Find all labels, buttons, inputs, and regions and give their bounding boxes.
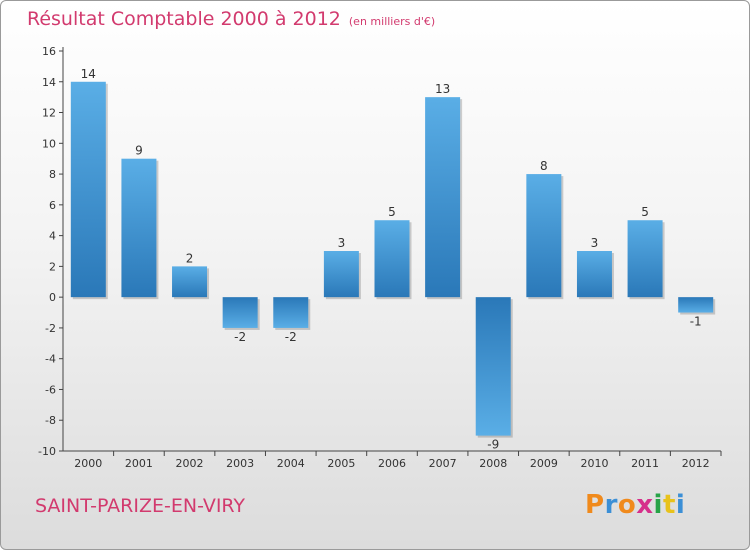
logo-letter: i (653, 490, 663, 520)
y-tick-label: 10 (42, 137, 56, 150)
y-tick-label: 8 (49, 168, 56, 181)
proxiti-logo: Proxiti (585, 490, 685, 520)
bar (425, 97, 461, 298)
bar-value-label: -2 (234, 330, 246, 344)
bar (576, 251, 612, 298)
bar-value-label: 14 (81, 67, 96, 81)
bar-value-label: -9 (487, 438, 499, 452)
bar (172, 266, 208, 298)
bar-value-label: 5 (388, 205, 396, 219)
x-tick-label: 2011 (631, 457, 659, 470)
y-tick-label: 14 (42, 76, 56, 89)
x-tick-label: 2005 (327, 457, 355, 470)
x-tick-label: 2001 (125, 457, 153, 470)
bar (475, 297, 511, 436)
bar (222, 297, 258, 328)
x-tick-label: 2002 (176, 457, 204, 470)
x-tick-label: 2007 (429, 457, 457, 470)
y-tick-label: 16 (42, 45, 56, 58)
bar-value-label: 13 (435, 82, 450, 96)
x-tick-label: 2000 (74, 457, 102, 470)
bar-value-label: 3 (338, 236, 346, 250)
logo-letter: o (617, 490, 637, 520)
logo-letter: i (675, 490, 686, 520)
logo-letter: t (662, 490, 676, 520)
bar-value-label: 5 (641, 205, 649, 219)
y-tick-label: -10 (38, 445, 56, 458)
bar-value-label: -2 (285, 330, 297, 344)
bar (526, 174, 562, 298)
y-tick-label: 6 (49, 199, 56, 212)
bar (627, 220, 663, 298)
x-tick-label: 2008 (479, 457, 507, 470)
bar-value-label: 8 (540, 159, 548, 173)
y-tick-label: 4 (49, 230, 56, 243)
y-tick-label: -4 (45, 353, 56, 366)
commune-name: SAINT-PARIZE-EN-VIRY (35, 495, 246, 517)
logo-letter: P (585, 490, 605, 520)
chart-subtitle: (en milliers d'€) (348, 15, 436, 28)
bar-value-label: 3 (591, 236, 599, 250)
bar-value-label: -1 (690, 315, 702, 329)
y-tick-label: 12 (42, 107, 56, 120)
x-tick-label: 2006 (378, 457, 406, 470)
x-tick-label: 2004 (277, 457, 305, 470)
y-tick-label: -8 (45, 414, 56, 427)
bar (678, 297, 714, 313)
x-tick-label: 2009 (530, 457, 558, 470)
title-line: Résultat Comptable 2000 à 2012 (en millie… (27, 8, 435, 30)
y-tick-label: -6 (45, 383, 56, 396)
chart-title: Résultat Comptable 2000 à 2012 (27, 8, 341, 30)
y-tick-label: -2 (45, 322, 56, 335)
bar (374, 220, 410, 298)
x-tick-label: 2003 (226, 457, 254, 470)
bar (70, 81, 106, 298)
bar-value-label: 9 (135, 144, 143, 158)
y-tick-label: 0 (49, 291, 56, 304)
bar (323, 251, 359, 298)
y-tick-label: 2 (49, 260, 56, 273)
bar-value-label: 2 (186, 251, 194, 265)
logo-letter: r (604, 490, 618, 520)
x-tick-label: 2012 (682, 457, 710, 470)
bar (121, 158, 157, 298)
bar (273, 297, 309, 328)
logo-letter: x (636, 490, 654, 520)
x-tick-label: 2010 (580, 457, 608, 470)
